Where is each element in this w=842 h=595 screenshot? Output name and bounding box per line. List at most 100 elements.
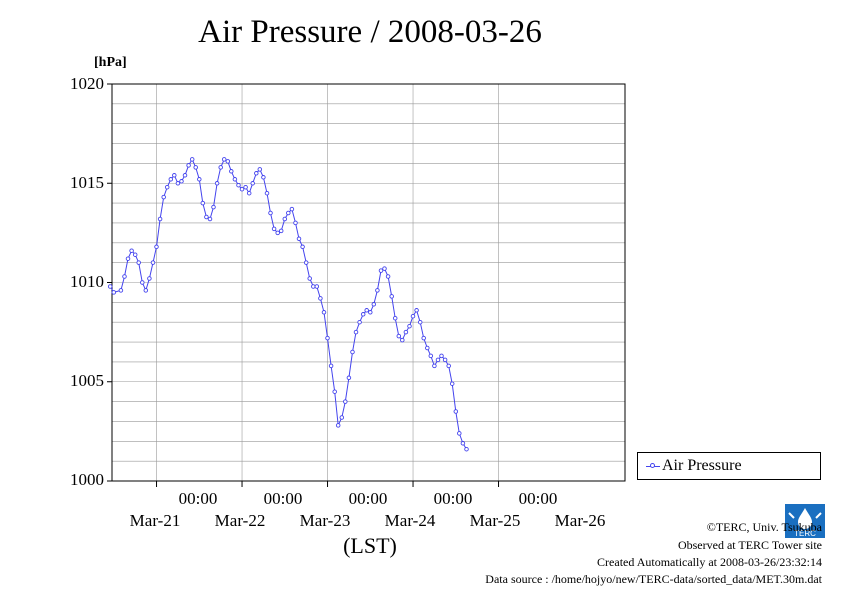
data-point <box>261 175 266 180</box>
data-point <box>385 274 391 279</box>
x-tick-time: 00:00 <box>178 489 218 508</box>
data-point <box>417 319 423 325</box>
data-point <box>164 184 170 190</box>
data-point <box>175 181 181 186</box>
data-point <box>254 171 259 176</box>
data-point <box>307 276 312 281</box>
data-point <box>278 228 284 234</box>
data-point <box>271 226 277 232</box>
data-point <box>143 288 149 293</box>
data-point <box>214 181 220 186</box>
y-axis-unit: [hPa] <box>94 55 127 70</box>
data-point <box>343 399 348 404</box>
data-point <box>400 337 405 343</box>
data-point <box>460 441 466 446</box>
data-point <box>125 256 131 261</box>
x-tick-time: 00:00 <box>263 489 303 508</box>
data-point <box>132 252 138 257</box>
footer-created: Created Automatically at 2008-03-26/23:3… <box>597 555 822 569</box>
data-point <box>154 244 159 250</box>
data-point <box>457 431 462 436</box>
terc-logo: TERC <box>785 504 825 538</box>
footer-copyright: ©TERC, Univ. Tsukuba <box>706 520 822 534</box>
data-point <box>243 184 248 190</box>
y-tick-label: 1005 <box>70 371 104 390</box>
data-point <box>282 216 288 222</box>
data-point <box>150 260 156 265</box>
data-point <box>211 204 216 210</box>
data-point <box>197 177 202 182</box>
data-point <box>414 308 419 313</box>
data-point <box>221 157 227 162</box>
data-point <box>360 312 366 317</box>
data-point <box>439 353 444 359</box>
data-point <box>275 230 280 236</box>
data-point <box>339 415 345 420</box>
data-point <box>392 315 398 321</box>
data-point <box>172 173 177 178</box>
data-point <box>193 165 198 170</box>
plot-frame <box>111 83 626 482</box>
data-point <box>353 329 359 335</box>
data-point <box>432 363 437 369</box>
legend-label: Air Pressure <box>662 457 742 474</box>
x-tick-time: 00:00 <box>348 489 388 508</box>
data-point <box>428 353 434 359</box>
data-point <box>129 248 134 253</box>
data-point <box>442 357 448 363</box>
data-point <box>179 179 184 184</box>
data-point <box>364 308 369 313</box>
data-point <box>186 163 191 168</box>
y-tick-label: 1015 <box>70 173 104 192</box>
data-point <box>225 159 231 164</box>
y-tick-label: 1020 <box>70 74 104 93</box>
data-point <box>204 214 209 220</box>
data-point <box>286 210 291 216</box>
x-tick-date: Mar-22 <box>214 511 266 530</box>
data-point <box>122 274 127 279</box>
data-point <box>314 284 320 289</box>
data-point <box>321 310 327 315</box>
data-point <box>296 236 302 242</box>
data-point <box>357 319 362 325</box>
data-point <box>318 296 323 301</box>
data-point <box>200 200 206 206</box>
legend: Air Pressure <box>637 452 821 480</box>
data-point <box>218 165 223 170</box>
data-point <box>328 363 334 369</box>
data-point <box>293 220 298 226</box>
data-point <box>157 216 163 222</box>
data-point <box>118 288 124 293</box>
y-tick-label: 1000 <box>70 470 104 489</box>
data-point <box>268 210 273 216</box>
data-point <box>464 446 469 452</box>
data-point <box>239 186 245 192</box>
footer-source: Data source : /home/hojyo/new/TERC-data/… <box>485 572 822 586</box>
data-point <box>332 389 337 394</box>
x-tick-date: Mar-21 <box>129 511 181 530</box>
data-point <box>161 194 166 200</box>
data-point <box>378 268 384 273</box>
data-point <box>403 329 409 335</box>
legend-marker <box>650 463 655 468</box>
data-point <box>435 357 441 363</box>
data-point <box>136 260 141 265</box>
x-tick-time: 00:00 <box>518 489 558 508</box>
data-point <box>236 182 241 188</box>
data-point <box>421 335 426 341</box>
data-point <box>446 363 451 369</box>
data-point <box>375 288 380 293</box>
data-point <box>453 409 459 414</box>
data-point <box>425 345 430 351</box>
series-line-air-pressure <box>109 158 467 450</box>
data-point <box>229 169 234 174</box>
chart-title: Air Pressure / 2008-03-26 <box>198 14 542 50</box>
data-point <box>335 423 341 428</box>
data-point <box>107 284 113 289</box>
data-point <box>111 290 117 295</box>
data-point <box>250 181 255 186</box>
footer-observed: Observed at TERC Tower site <box>677 538 822 552</box>
x-tick-time: 00:00 <box>433 489 473 508</box>
x-axis-label: (LST) <box>343 533 397 558</box>
